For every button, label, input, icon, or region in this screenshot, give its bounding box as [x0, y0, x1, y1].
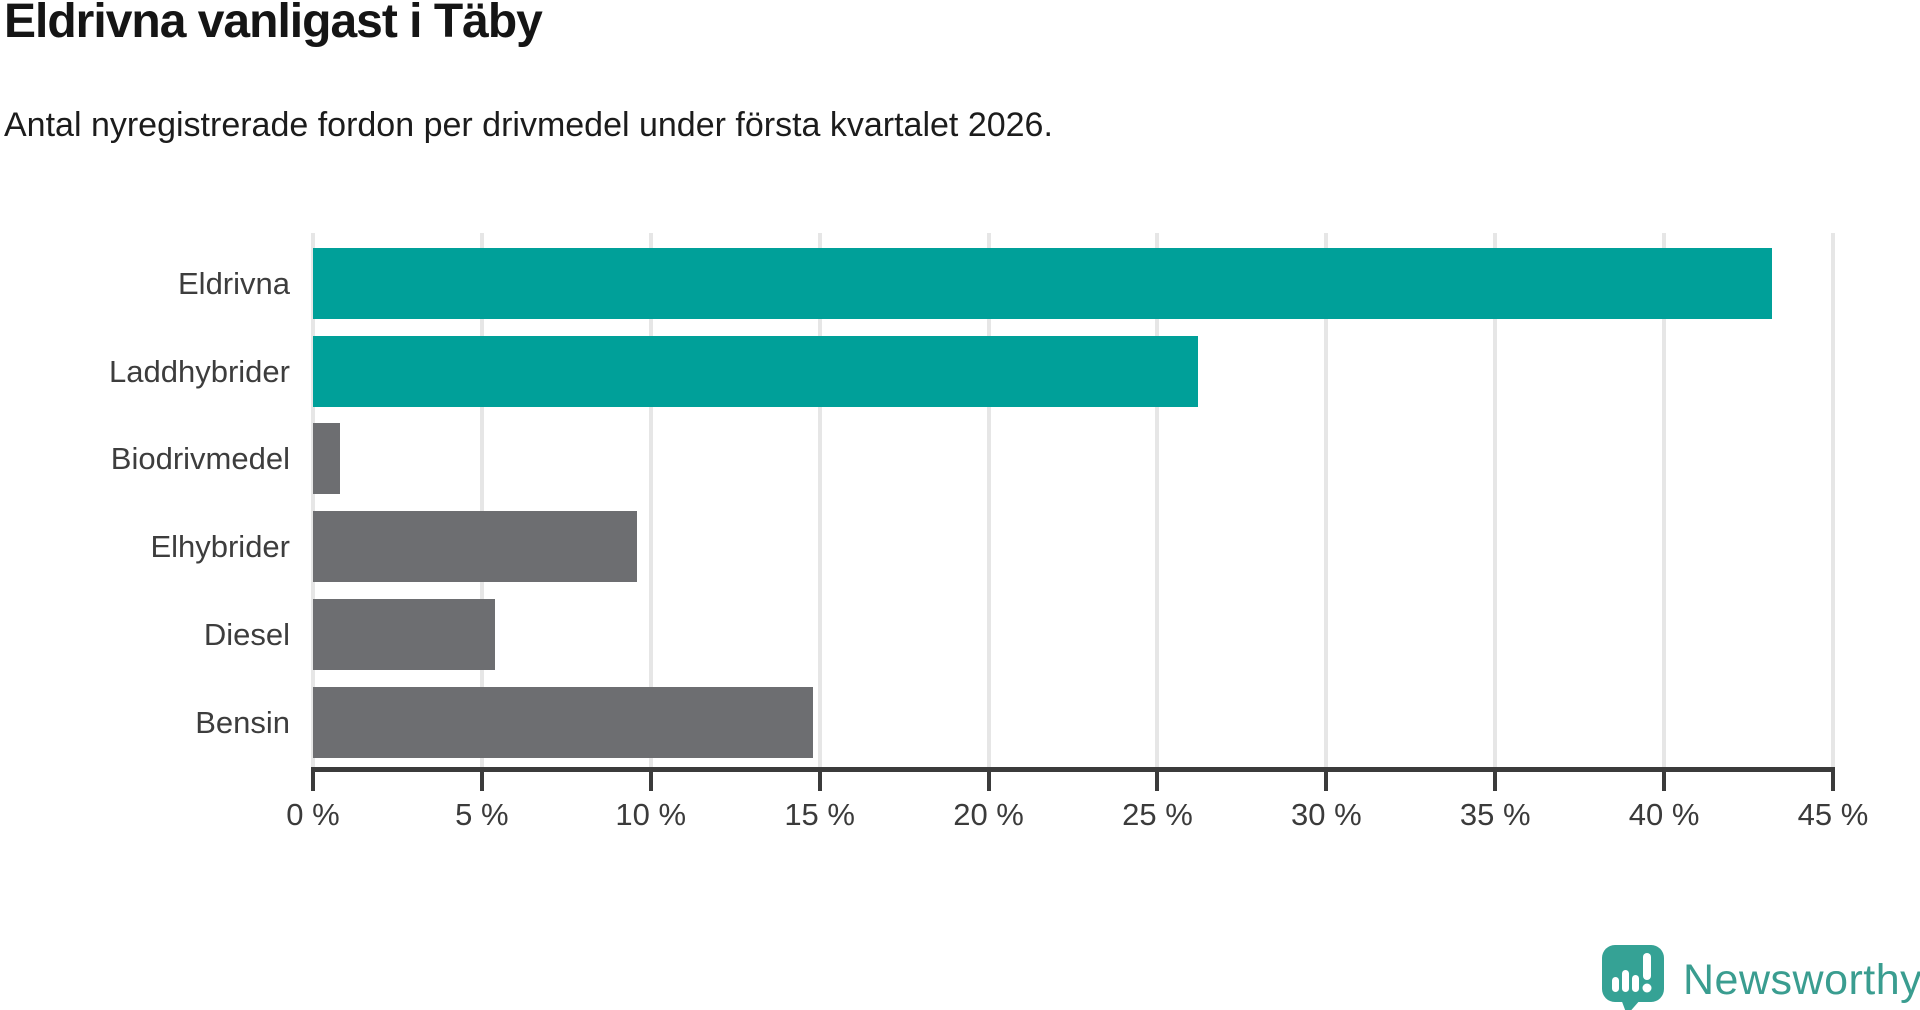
bar-laddhybrider — [313, 335, 1198, 407]
x-axis-tick-label: 15 % — [784, 797, 855, 832]
gridline — [1324, 233, 1329, 767]
bar-diesel — [313, 598, 496, 670]
chart-title: Eldrivna vanligast i Täby — [4, 0, 543, 48]
x-axis-tick — [311, 767, 315, 791]
x-axis-tick-label: 20 % — [953, 797, 1024, 832]
x-axis-tick — [986, 767, 991, 791]
x-axis-tick-label: 5 % — [455, 797, 509, 832]
x-axis-tick — [479, 767, 484, 791]
bar-elhybrider — [313, 511, 638, 583]
x-axis-tick-label: 0 % — [286, 797, 340, 832]
x-axis-tick-label: 40 % — [1628, 797, 1700, 832]
gridline — [986, 233, 991, 767]
bar-chart-plot: 0 % 5 % 10 % 15 % 20 % 25 % 30 % 35 % 40 % 45 % — [286, 233, 1868, 832]
x-axis-tick — [1155, 767, 1160, 791]
x-axis-tick — [1831, 767, 1835, 791]
x-axis-tick-label: 45 % — [1797, 797, 1869, 832]
gridline — [817, 233, 822, 767]
newsworthy-logo-text: Newsworthy — [1683, 955, 1920, 1004]
newsworthy-logo-icon — [1602, 945, 1664, 1010]
gridline — [1155, 233, 1160, 767]
x-axis-tick-label: 10 % — [615, 797, 687, 832]
category-label: Laddhybrider — [109, 353, 290, 389]
category-label: Bensin — [195, 704, 290, 740]
bar-bensin — [313, 686, 813, 758]
gridline — [1493, 233, 1498, 767]
category-label: Eldrivna — [178, 266, 290, 301]
newsworthy-logo: Newsworthy — [1601, 944, 1920, 1010]
chart-subtitle: Antal nyregistrerade fordon per drivmede… — [4, 106, 1053, 144]
gridline — [311, 233, 315, 767]
gridline — [479, 233, 484, 767]
gridline — [1662, 233, 1667, 767]
gridline — [1831, 233, 1835, 767]
x-axis-line — [311, 767, 1835, 772]
gridline — [648, 233, 653, 767]
x-axis-tick — [1662, 767, 1667, 791]
bar-biodrivmedel — [313, 423, 341, 495]
category-label: Diesel — [203, 616, 290, 652]
x-axis-tick — [1493, 767, 1498, 791]
x-axis-tick — [648, 767, 653, 791]
x-axis-tick-label: 35 % — [1459, 797, 1531, 832]
x-axis-tick — [1324, 767, 1329, 791]
x-axis-tick — [817, 767, 822, 791]
category-label: Biodrivmedel — [110, 441, 290, 477]
category-label: Elhybrider — [150, 529, 290, 565]
bar-eldrivna — [313, 248, 1773, 319]
x-axis-tick-label: 30 % — [1290, 797, 1362, 832]
x-axis-tick-label: 25 % — [1122, 797, 1193, 832]
